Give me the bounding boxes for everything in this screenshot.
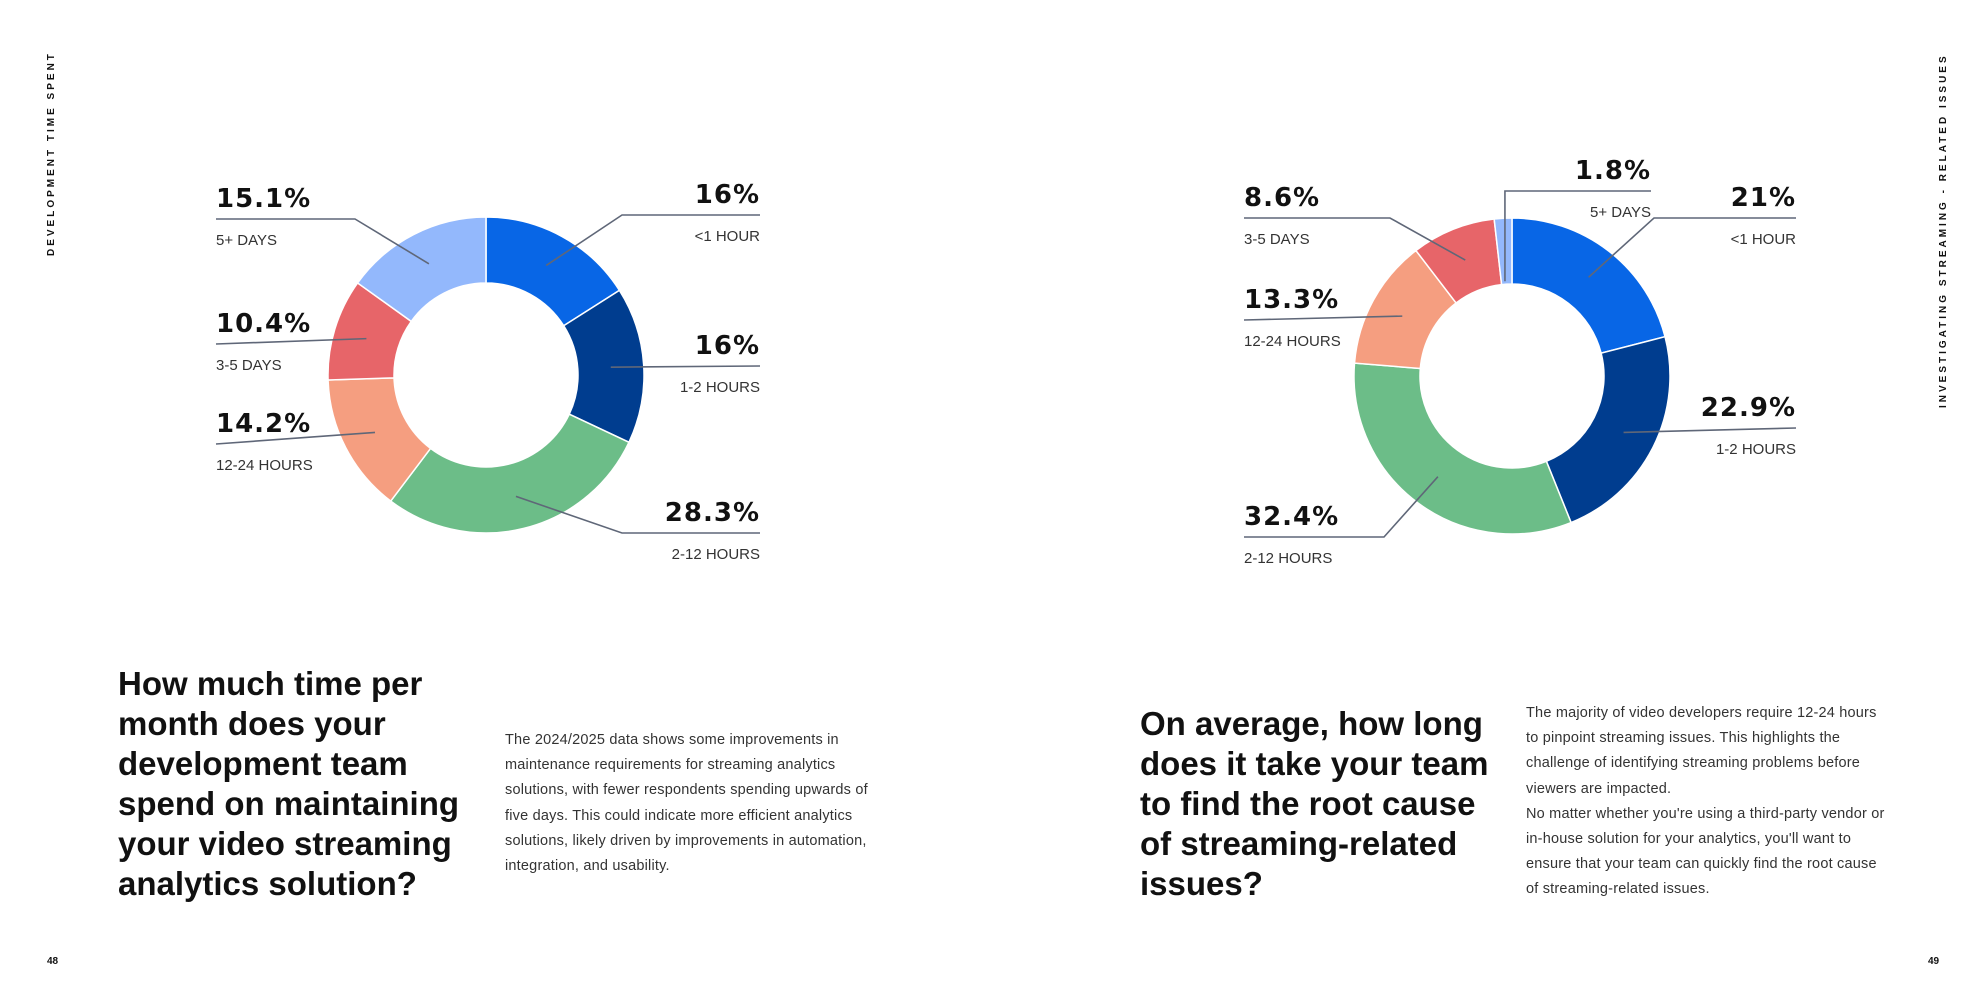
data-label-2-12-hours: 28.3% — [665, 498, 760, 528]
question-heading-right: On average, how long does it take your t… — [1140, 705, 1489, 902]
leader-line-1-hour — [545, 214, 760, 267]
body-paragraph: The 2024/2025 data shows some improvemen… — [505, 732, 868, 875]
data-label-5-days: 1.8% — [1575, 156, 1651, 186]
question-heading-left: How much time per month does your develo… — [118, 665, 460, 902]
category-label-1-hour: <1 HOUR — [1731, 231, 1797, 248]
leader-line-1-2-hours — [1623, 427, 1797, 434]
page-number-left: 48 — [47, 956, 59, 967]
leader-line-3-5-days — [215, 337, 367, 345]
category-label-2-12-hours: 2-12 HOURS — [672, 546, 760, 563]
category-label-5-days: 5+ DAYS — [216, 232, 277, 249]
page-number-right: 49 — [1928, 956, 1940, 967]
slice-1-2-hours — [1545, 335, 1671, 524]
leader-line-1-2-hours — [610, 365, 761, 368]
body-paragraph-1: The majority of video developers require… — [1526, 705, 1877, 797]
body-text-right: The majority of video developers require… — [1526, 701, 1886, 903]
body-paragraph-2: No matter whether you're using a third-p… — [1526, 805, 1885, 898]
leader-line-5-days — [216, 218, 430, 265]
data-label-3-5-days: 10.4% — [216, 309, 311, 339]
data-label-2-12-hours: 32.4% — [1244, 502, 1339, 532]
category-label-2-12-hours: 2-12 HOURS — [1244, 550, 1332, 567]
slice-2-12-hours — [1353, 362, 1573, 535]
leader-line-5-days — [1504, 190, 1651, 282]
slice-2-12-hours — [389, 413, 630, 534]
leader-line-12-24-hours — [215, 431, 376, 445]
data-label-1-hour: 16% — [695, 180, 760, 210]
data-label-1-hour: 21% — [1731, 183, 1796, 213]
category-label-1-2-hours: 1-2 HOURS — [1716, 441, 1796, 458]
body-text-left: The 2024/2025 data shows some improvemen… — [505, 728, 875, 879]
leader-line-12-24-hours — [1243, 315, 1403, 321]
category-label-3-5-days: 3-5 DAYS — [216, 357, 282, 374]
category-label-5-days: 5+ DAYS — [1590, 204, 1651, 221]
slice-1-hour — [1511, 217, 1666, 355]
leader-line-3-5-days — [1244, 217, 1466, 261]
data-label-12-24-hours: 14.2% — [216, 409, 311, 439]
data-label-1-2-hours: 22.9% — [1701, 393, 1796, 423]
data-label-5-days: 15.1% — [216, 184, 311, 214]
category-label-12-24-hours: 12-24 HOURS — [216, 457, 313, 474]
slice-5-days — [356, 216, 487, 323]
donut-chart-maintenance-time: 16% <1 HOUR 16% 1-2 HOURS 28.3% 2-12 HOURS 14.… — [215, 180, 761, 563]
category-label-12-24-hours: 12-24 HOURS — [1244, 333, 1341, 350]
data-label-12-24-hours: 13.3% — [1244, 285, 1339, 315]
leader-line-2-12-hours — [515, 495, 760, 534]
data-label-1-2-hours: 16% — [695, 331, 760, 361]
slice-5-days — [1493, 217, 1513, 286]
leader-line-2-12-hours — [1244, 476, 1439, 538]
category-label-3-5-days: 3-5 DAYS — [1244, 231, 1310, 248]
category-label-1-2-hours: 1-2 HOURS — [680, 379, 760, 396]
leader-line-1-hour — [1588, 217, 1796, 278]
donut-chart-root-cause-time: 21% <1 HOUR 22.9% 1-2 HOURS 32.4% 2-12 HOURS 1… — [1243, 156, 1797, 567]
category-label-1-hour: <1 HOUR — [695, 228, 761, 245]
data-label-3-5-days: 8.6% — [1244, 183, 1320, 213]
